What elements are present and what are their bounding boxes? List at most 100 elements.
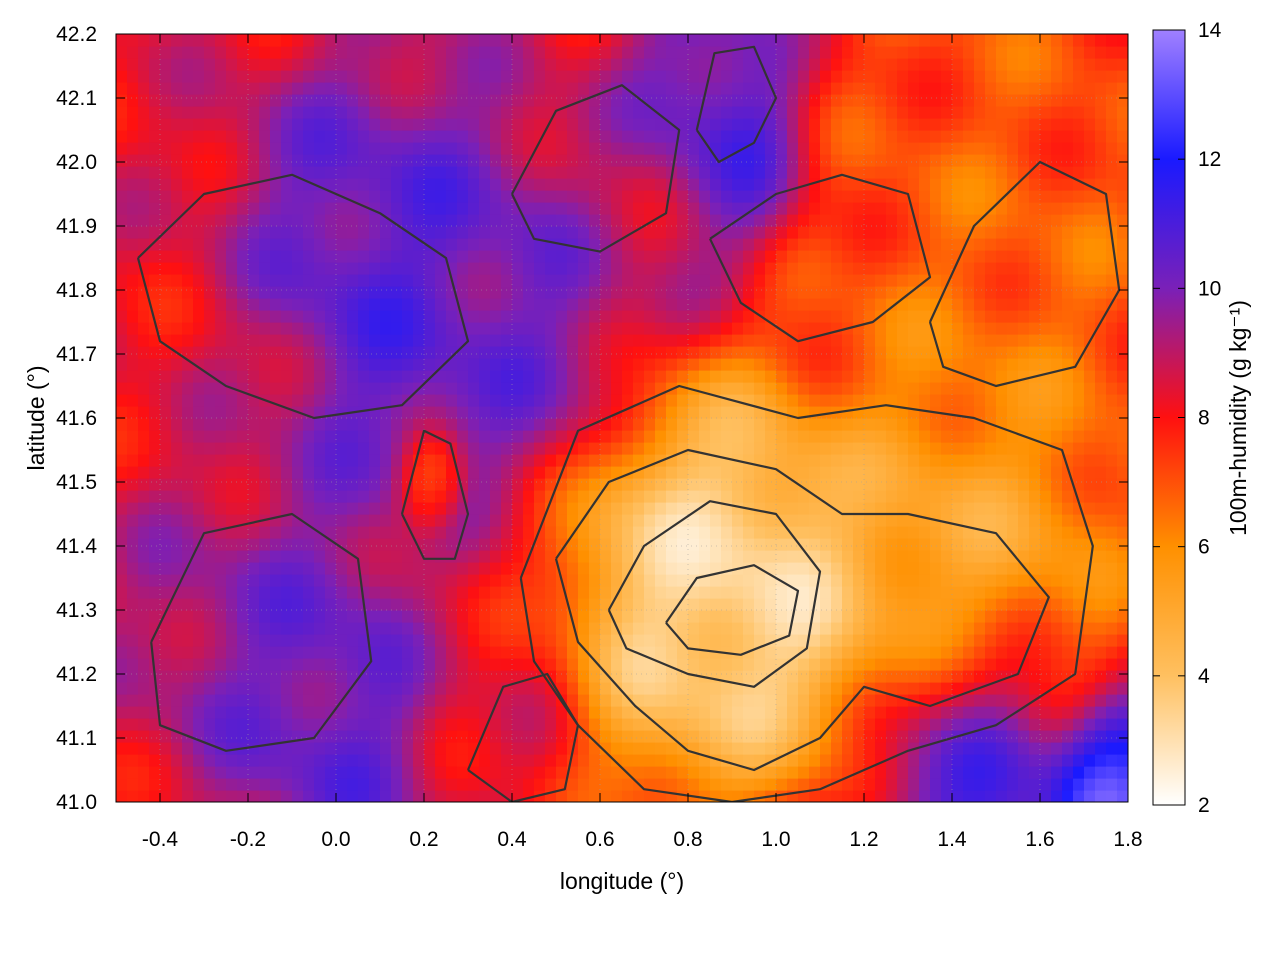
heatmap-cell <box>919 514 931 527</box>
heatmap-cell <box>545 574 557 587</box>
heatmap-cell <box>688 178 700 191</box>
heatmap-cell <box>138 730 150 743</box>
heatmap-cell <box>930 322 942 335</box>
heatmap-cell <box>292 46 304 59</box>
heatmap-cell <box>864 454 876 467</box>
heatmap-cell <box>138 334 150 347</box>
heatmap-cell <box>919 490 931 503</box>
heatmap-cell <box>699 754 711 767</box>
heatmap-cell <box>842 382 854 395</box>
heatmap-cell <box>567 730 579 743</box>
heatmap-cell <box>314 238 326 251</box>
heatmap-cell <box>226 238 238 251</box>
heatmap-cell <box>963 334 975 347</box>
heatmap-cell <box>666 478 678 491</box>
heatmap-cell <box>787 766 799 779</box>
heatmap-cell <box>149 442 161 455</box>
heatmap-cell <box>358 226 370 239</box>
heatmap-cell <box>435 58 447 71</box>
heatmap-cell <box>512 706 524 719</box>
heatmap-cell <box>391 370 403 383</box>
heatmap-cell <box>358 298 370 311</box>
heatmap-cell <box>699 142 711 155</box>
heatmap-cell <box>325 202 337 215</box>
heatmap-cell <box>963 34 975 47</box>
heatmap-cell <box>644 310 656 323</box>
heatmap-cell <box>897 418 909 431</box>
heatmap-cell <box>215 754 227 767</box>
heatmap-cell <box>490 226 502 239</box>
heatmap-cell <box>864 154 876 167</box>
heatmap-cell <box>545 754 557 767</box>
heatmap-cell <box>369 514 381 527</box>
heatmap-cell <box>611 466 623 479</box>
heatmap-cell <box>710 730 722 743</box>
heatmap-cell <box>193 382 205 395</box>
heatmap-cell <box>160 694 172 707</box>
heatmap-cell <box>699 214 711 227</box>
heatmap-cell <box>897 766 909 779</box>
heatmap-cell <box>501 394 513 407</box>
heatmap-cell <box>160 382 172 395</box>
heatmap-cell <box>325 118 337 131</box>
heatmap-cell <box>842 454 854 467</box>
heatmap-cell <box>809 622 821 635</box>
heatmap-cell <box>567 166 579 179</box>
heatmap-cell <box>490 274 502 287</box>
heatmap-cell <box>369 490 381 503</box>
heatmap-cell <box>204 454 216 467</box>
heatmap-cell <box>127 406 139 419</box>
heatmap-cell <box>842 778 854 791</box>
heatmap-cell <box>369 94 381 107</box>
heatmap-cell <box>897 274 909 287</box>
heatmap-cell <box>589 766 601 779</box>
heatmap-cell <box>523 418 535 431</box>
heatmap-cell <box>589 586 601 599</box>
heatmap-cell <box>457 250 469 263</box>
heatmap-cell <box>292 286 304 299</box>
heatmap-cell <box>226 646 238 659</box>
heatmap-cell <box>237 334 249 347</box>
heatmap-cell <box>215 166 227 179</box>
heatmap-cell <box>391 418 403 431</box>
heatmap-cell <box>941 310 953 323</box>
heatmap-cell <box>149 766 161 779</box>
heatmap-cell <box>171 250 183 263</box>
heatmap-cell <box>556 718 568 731</box>
heatmap-cell <box>248 574 260 587</box>
heatmap-cell <box>787 118 799 131</box>
heatmap-cell <box>655 130 667 143</box>
heatmap-cell <box>369 214 381 227</box>
heatmap-cell <box>941 178 953 191</box>
heatmap-cell <box>963 454 975 467</box>
heatmap-cell <box>468 382 480 395</box>
heatmap-cell <box>193 142 205 155</box>
heatmap-cell <box>270 226 282 239</box>
heatmap-cell <box>292 178 304 191</box>
heatmap-cell <box>919 142 931 155</box>
heatmap-cell <box>820 58 832 71</box>
heatmap-cell <box>193 46 205 59</box>
heatmap-cell <box>633 214 645 227</box>
heatmap-cell <box>358 34 370 47</box>
heatmap-cell <box>248 406 260 419</box>
heatmap-cell <box>886 130 898 143</box>
heatmap-cell <box>963 58 975 71</box>
heatmap-cell <box>820 358 832 371</box>
heatmap-cell <box>281 586 293 599</box>
heatmap-cell <box>919 406 931 419</box>
heatmap-cell <box>864 586 876 599</box>
heatmap-cell <box>644 154 656 167</box>
heatmap-cell <box>732 202 744 215</box>
heatmap-cell <box>215 202 227 215</box>
heatmap-cell <box>523 286 535 299</box>
heatmap-cell <box>391 538 403 551</box>
heatmap-cell <box>138 154 150 167</box>
heatmap-cell <box>853 214 865 227</box>
heatmap-cell <box>138 478 150 491</box>
heatmap-cell <box>171 94 183 107</box>
heatmap-cell <box>919 94 931 107</box>
heatmap-cell <box>446 622 458 635</box>
heatmap-cell <box>435 610 447 623</box>
heatmap-cell <box>336 226 348 239</box>
